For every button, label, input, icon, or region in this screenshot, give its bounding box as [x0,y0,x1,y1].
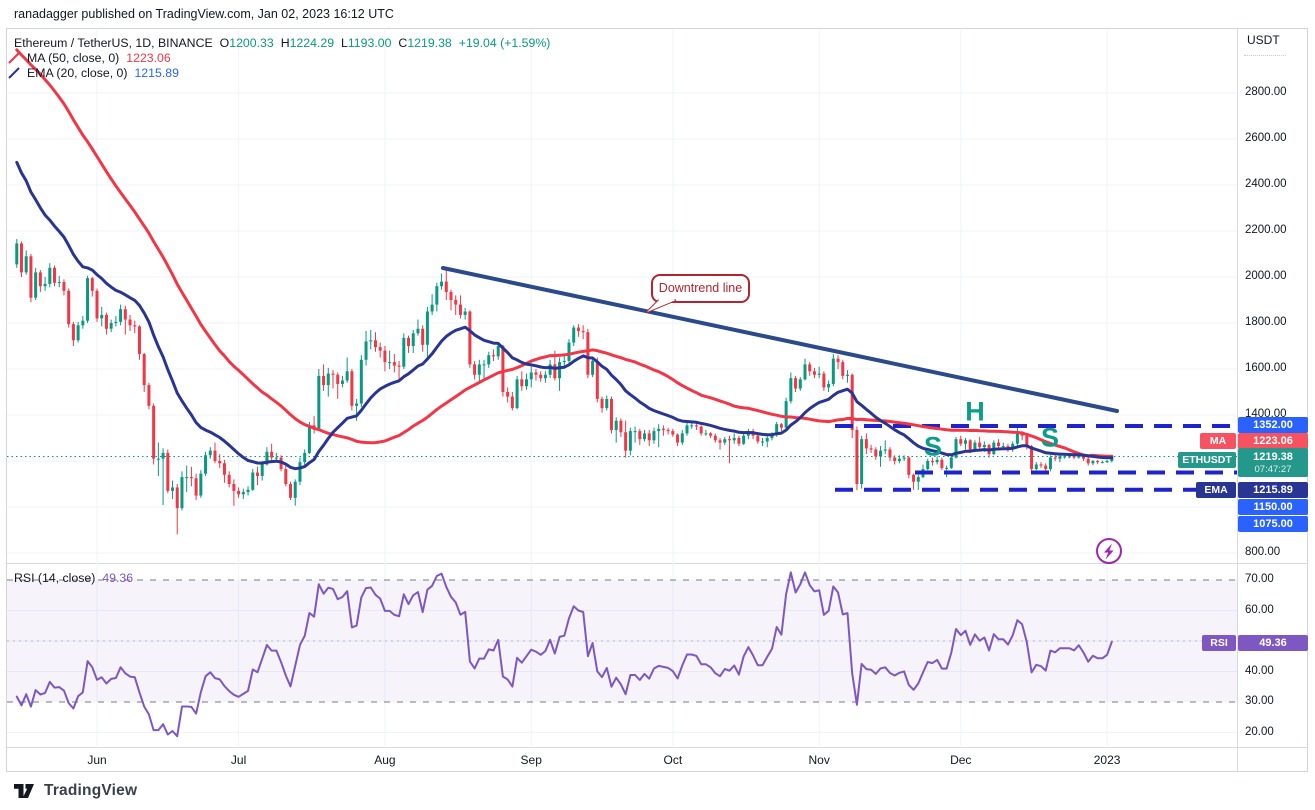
rsi-tick-label: 60.00 [1245,603,1274,616]
ohlc-open: O1200.33 [219,36,274,50]
ma-line-sample-icon [8,52,20,64]
axis-prefix-badge: EMA [1196,482,1236,498]
time-axis-label: 2023 [1093,753,1121,767]
price-tick-label: 2200.00 [1245,224,1287,236]
axis-price-badge: 1075.00 [1238,516,1308,532]
rsi-legend-label: RSI (14, close) [14,571,96,585]
price-axis-divider [1237,28,1238,772]
axis-prefix-badge: MA [1200,433,1236,449]
time-axis-label: Jul [230,753,247,767]
time-axis-label: Dec [950,753,972,767]
ohlc-low: L1193.00 [341,36,392,50]
tradingview-mark-icon [14,784,34,798]
rsi-tick-label: 20.00 [1245,725,1274,738]
ohlc-close: C1219.38 [398,36,452,50]
ema-legend-label: EMA (20, close, 0) [27,66,128,80]
rsi-pane[interactable] [7,565,1237,746]
rsi-tick-label: 70.00 [1245,573,1274,585]
time-axis-label: Sep [520,753,542,767]
rsi-tick-label: 30.00 [1245,695,1274,707]
ma-legend-value: 1223.06 [126,51,171,65]
time-axis-scale[interactable] [7,748,1237,771]
price-tick-label: 2600.00 [1245,132,1287,144]
head-shoulders-label[interactable]: H [965,396,985,427]
pane-divider[interactable] [6,563,1308,564]
time-axis-label: Oct [663,753,683,767]
time-axis-label: Nov [808,753,830,767]
ma-legend-row[interactable]: MA (50, close, 0) 1223.06 [8,51,171,65]
rsi-legend-value: 49.36 [102,571,134,585]
rsi-legend-row[interactable]: RSI (14, close) 49.36 [14,571,133,585]
price-tick-label: 2400.00 [1245,178,1287,190]
time-axis-label: Jun [87,753,107,767]
badge-countdown: 07:47:27 [1254,464,1292,475]
price-axis-currency: USDT [1247,33,1280,47]
ma-legend-label: MA (50, close, 0) [27,51,120,65]
ema-line-sample-icon [8,67,20,79]
price-tick-label: 800.00 [1245,546,1281,558]
symbol-legend-row: Ethereum / TetherUS, 1D, BINANCE O1200.3… [14,36,550,50]
axis-price-badge: 1215.89 [1238,482,1308,498]
axis-price-badge: 1223.06 [1238,433,1308,449]
price-tick-label: 2800.00 [1245,86,1287,98]
ema-legend-row[interactable]: EMA (20, close, 0) 1215.89 [8,66,179,80]
axis-price-badge: 49.36 [1238,634,1308,651]
price-tick-label: 2000.00 [1245,270,1287,282]
time-axis-divider [6,747,1308,748]
axis-prefix-badge: ETHUSDT [1178,452,1236,468]
symbol-title[interactable]: Ethereum / TetherUS, 1D, BINANCE [14,36,213,50]
price-tick-label: 1800.00 [1245,316,1287,328]
rsi-tick-label: 40.00 [1245,664,1274,677]
publish-bar: ranadagger published on TradingView.com,… [14,7,394,21]
price-pane[interactable] [7,30,1237,563]
price-tick-label: 1600.00 [1245,362,1287,374]
axis-price-badge: 1150.00 [1238,499,1308,515]
time-axis-label: Aug [374,753,396,767]
tradingview-brand-text: TradingView [44,782,138,799]
axis-prefix-badge: RSI [1202,634,1236,651]
downtrend-callout[interactable]: Downtrend line [658,281,743,295]
ema-legend-value: 1215.89 [134,66,179,80]
axis-price-badge: 1352.00 [1238,417,1308,433]
ohlc-high: H1224.29 [280,36,335,50]
ohlc-change: +19.04 (+1.59%) [458,36,551,50]
tradingview-logo[interactable]: TradingView [14,782,137,800]
axis-price-badge: 1219.38 07:47:27 [1238,448,1308,477]
axis-separator [1244,55,1286,56]
head-shoulders-label[interactable]: S [923,431,943,462]
head-shoulders-label[interactable]: S [1040,422,1060,453]
